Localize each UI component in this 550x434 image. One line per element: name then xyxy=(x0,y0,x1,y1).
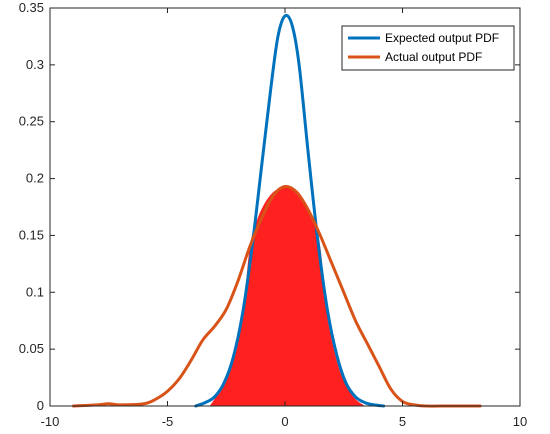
y-tick-label: 0.15 xyxy=(19,227,44,242)
series-line-actual xyxy=(72,184,482,408)
y-tick-label: 0.1 xyxy=(26,284,44,299)
x-tick-label: -5 xyxy=(162,414,174,429)
y-tick-label: 0 xyxy=(37,398,44,413)
ticks-layer: -10 -5 0 5 10 0 0.05 0.1 0.15 0.2 0.25 0.3 0.35 xyxy=(19,0,528,429)
legend-entry: Expected output PDF xyxy=(385,31,499,45)
x-tick-label: 0 xyxy=(281,414,288,429)
x-tick-label: -10 xyxy=(41,414,60,429)
y-tick-label: 0.35 xyxy=(19,0,44,15)
y-tick-label: 0.05 xyxy=(19,341,44,356)
series-layer xyxy=(72,13,482,408)
x-tick-label: 10 xyxy=(513,414,527,429)
y-tick-label: 0.25 xyxy=(19,114,44,129)
filled-region-layer xyxy=(209,186,365,406)
y-tick-label: 0.3 xyxy=(26,57,44,72)
y-tick-label: 0.2 xyxy=(26,171,44,186)
legend: Expected output PDF Actual output PDF xyxy=(341,25,515,71)
legend-box xyxy=(341,25,515,71)
filled-region xyxy=(209,186,365,406)
x-tick-label: 5 xyxy=(399,414,406,429)
series-line-expected xyxy=(194,13,386,408)
legend-entry: Actual output PDF xyxy=(385,50,482,64)
